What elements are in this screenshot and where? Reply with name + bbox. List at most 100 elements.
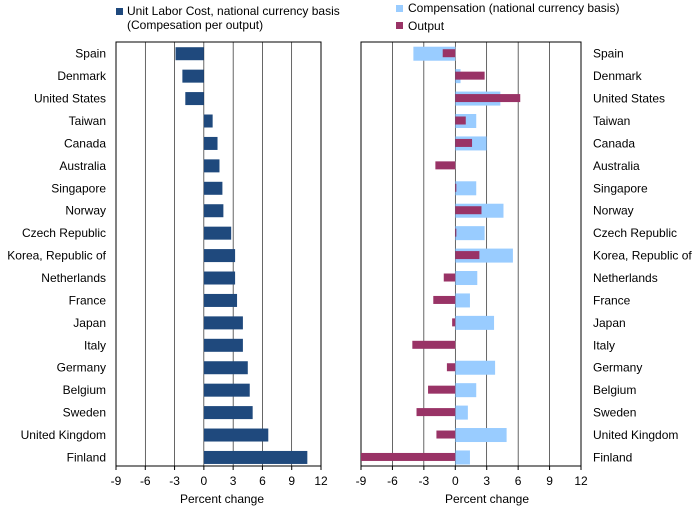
output-bar — [442, 49, 456, 58]
right-category-label: Czech Republic — [593, 226, 677, 240]
ulc-legend-label: Unit Labor Cost, national currency basis — [127, 4, 340, 18]
left-category-label: Finland — [67, 450, 106, 464]
left-plot-border — [115, 41, 322, 467]
left-category-label: France — [69, 293, 107, 307]
compensation-bar — [455, 293, 470, 308]
ulc-bar — [203, 316, 243, 330]
left-category-label: Japan — [73, 316, 106, 330]
right-category-label: United Kingdom — [593, 428, 678, 442]
ulc-bar — [203, 406, 253, 420]
output-bar — [455, 71, 485, 80]
right-x-tick-label: 12 — [574, 474, 588, 488]
left-x-tick-label: 6 — [259, 474, 266, 488]
ulc-bar — [203, 293, 238, 307]
right-x-tick-label: -6 — [387, 474, 398, 488]
right-category-label: Australia — [593, 159, 640, 173]
output-bar — [436, 430, 456, 439]
left-x-tick-label: -9 — [111, 474, 122, 488]
right-category-label: Singapore — [593, 181, 648, 195]
ulc-bar — [203, 181, 223, 195]
ulc-bar — [203, 204, 224, 218]
output-bar — [455, 251, 480, 260]
output-bar — [416, 408, 456, 417]
left-x-tick-label: 12 — [314, 474, 328, 488]
right-category-label: Italy — [593, 338, 615, 352]
compensation-bar — [455, 383, 477, 398]
ulc-bar — [182, 69, 204, 83]
compensation-legend-label: Compensation (national currency basis) — [408, 1, 619, 15]
output-bar — [433, 295, 456, 304]
left-category-label: Sweden — [63, 406, 106, 420]
right-x-axis-label: Percent change — [445, 492, 529, 506]
ulc-bar — [203, 450, 308, 464]
ulc-bar — [203, 428, 269, 442]
right-category-label: Finland — [593, 450, 632, 464]
right-plot-border — [360, 41, 582, 467]
left-category-label: Netherlands — [41, 271, 106, 285]
right-category-label: France — [593, 293, 631, 307]
left-category-label: Singapore — [51, 181, 106, 195]
right-x-tick-label: 6 — [515, 474, 522, 488]
ulc-bar — [203, 383, 250, 397]
compensation-bar — [455, 428, 507, 443]
right-chart-panel: -9 -6 -3 0 3 6 9 12 Spain Denmark United States Tai… — [356, 1, 693, 488]
compensation-bar — [455, 226, 485, 241]
right-category-label: Canada — [593, 136, 635, 150]
left-category-label: Taiwan — [69, 114, 106, 128]
compensation-bar — [455, 315, 495, 330]
output-legend-swatch — [396, 22, 403, 29]
left-category-label: Norway — [65, 204, 106, 218]
left-x-tick-label: 3 — [230, 474, 237, 488]
ulc-bar — [175, 47, 204, 61]
ulc-bar — [203, 159, 220, 173]
ulc-legend-label: (Compesation per output) — [127, 18, 263, 32]
output-bar — [455, 138, 473, 147]
compensation-bar — [455, 181, 477, 196]
ulc-bar — [203, 226, 232, 240]
output-bar — [452, 318, 456, 327]
compensation-bar — [455, 450, 470, 465]
left-chart-panel: -9 -6 -3 0 3 6 9 12 Spain Denmark United States Tai… — [7, 4, 340, 488]
left-category-label: Italy — [84, 338, 106, 352]
output-bar — [435, 161, 456, 170]
right-category-label: United States — [593, 92, 665, 106]
ulc-bar — [185, 92, 204, 106]
right-x-tick-label: 0 — [452, 474, 459, 488]
left-x-axis-label: Percent change — [180, 492, 264, 506]
right-category-label: Sweden — [593, 406, 636, 420]
compensation-legend-swatch — [396, 5, 403, 12]
right-category-label: Belgium — [593, 383, 636, 397]
output-bar — [412, 340, 456, 349]
right-x-tick-label: -9 — [356, 474, 367, 488]
right-category-label: Japan — [593, 316, 626, 330]
ulc-bar — [203, 338, 243, 352]
ulc-legend-swatch — [116, 8, 123, 15]
ulc-bar — [203, 271, 236, 285]
output-bar — [455, 183, 457, 192]
ulc-bar — [203, 361, 248, 375]
left-category-label: Spain — [75, 47, 106, 61]
output-bar — [361, 452, 456, 461]
left-category-label: Germany — [57, 361, 106, 375]
left-x-tick-label: 9 — [288, 474, 295, 488]
right-category-label: Spain — [593, 47, 624, 61]
left-x-tick-label: -6 — [140, 474, 151, 488]
compensation-bar — [455, 405, 468, 420]
left-category-label: Denmark — [57, 69, 107, 83]
output-bar — [446, 363, 456, 372]
right-category-label: Taiwan — [593, 114, 630, 128]
left-category-label: Korea, Republic of — [7, 249, 106, 263]
right-category-label: Germany — [593, 361, 642, 375]
ulc-bar — [203, 136, 218, 150]
ulc-bar — [203, 249, 236, 263]
ulc-bar — [203, 114, 213, 128]
output-bar — [455, 206, 482, 215]
left-category-label: United States — [34, 92, 106, 106]
left-category-label: Canada — [64, 136, 106, 150]
output-bar — [428, 385, 456, 394]
compensation-bar — [455, 360, 496, 375]
output-bar — [455, 94, 521, 103]
output-bar — [455, 116, 466, 125]
left-category-label: United Kingdom — [21, 428, 106, 442]
